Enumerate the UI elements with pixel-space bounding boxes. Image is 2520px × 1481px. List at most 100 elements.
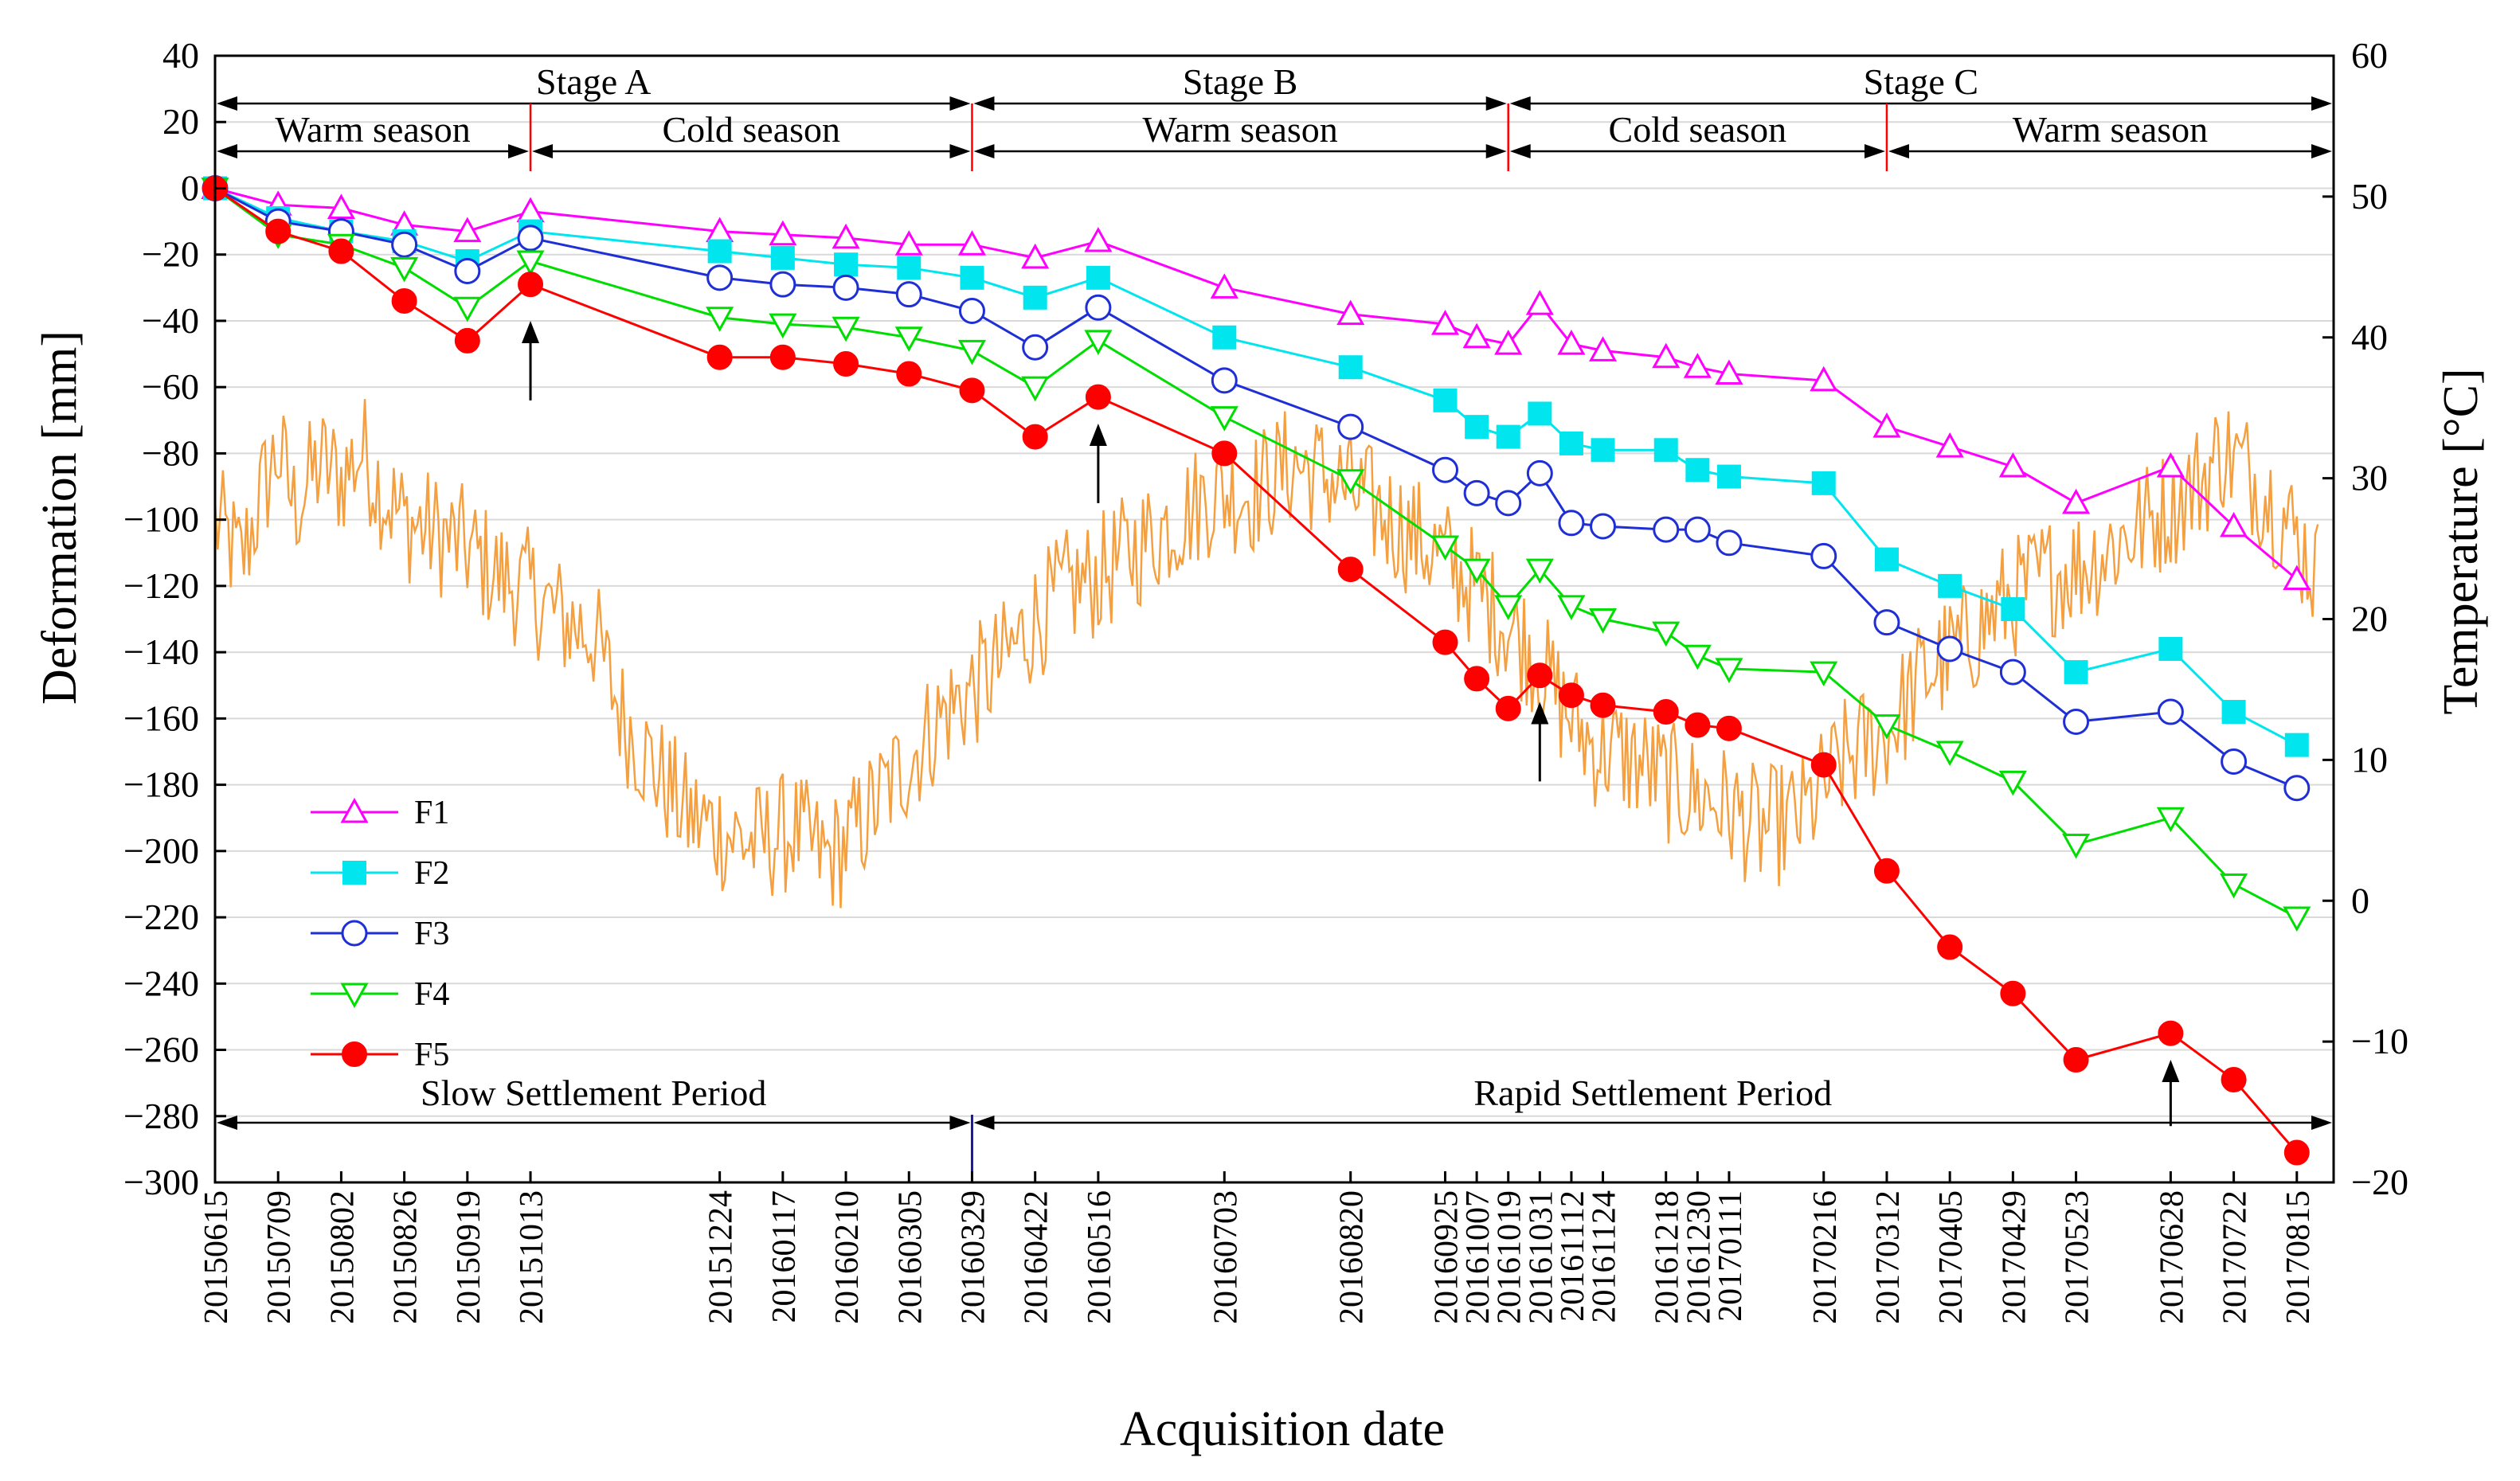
up-arrow	[1531, 701, 1549, 782]
data-point	[2062, 488, 2091, 514]
data-point	[707, 239, 732, 264]
data-point	[832, 316, 860, 342]
data-point	[1810, 661, 1838, 687]
arrow-head-left	[532, 144, 554, 158]
data-point	[1338, 355, 1363, 380]
data-point	[1684, 516, 1711, 543]
x-tick-label: 20151013	[514, 1190, 550, 1324]
x-tick-label: 20160210	[829, 1190, 866, 1324]
y-tick-label: −280	[123, 1096, 199, 1136]
x-tick-label: 20160117	[766, 1190, 803, 1323]
data-point	[1873, 858, 1900, 884]
season-label: Warm season	[2013, 109, 2208, 150]
data-point	[1588, 336, 1618, 361]
y-tick-label: −20	[142, 234, 199, 275]
data-point	[1652, 342, 1681, 369]
data-point	[2284, 733, 2309, 757]
data-point	[1653, 438, 1678, 463]
data-point	[328, 238, 354, 264]
axis-layer: 40200−20−40−60−80−100−120−140−160−180−20…	[123, 35, 2408, 1324]
data-point	[518, 272, 544, 298]
season-arrow	[973, 144, 1507, 158]
data-point	[1337, 413, 1364, 440]
data-point	[770, 245, 795, 270]
y-tick-label: −120	[123, 565, 199, 606]
x-tick-label: 20160516	[1082, 1190, 1118, 1324]
data-point	[1433, 388, 1458, 412]
x-tick-label: 20170429	[1996, 1190, 2033, 1324]
arrow-head-right	[2311, 144, 2332, 158]
x-tick-label: 20161218	[1649, 1190, 1686, 1324]
period-label: Rapid Settlement Period	[1473, 1073, 1832, 1113]
arrow-head-right	[949, 96, 971, 111]
period-arrow	[217, 1116, 971, 1130]
x-tick-label: 20160703	[1207, 1190, 1244, 1324]
x-axis-title: Acquisition date	[1120, 1402, 1445, 1456]
arrow-head-left	[1509, 96, 1531, 111]
x-tick-label: 20170628	[2154, 1190, 2190, 1324]
arrow-head-right	[2311, 1116, 2332, 1130]
x-tick-label: 20160422	[1019, 1190, 1055, 1324]
series-f1	[201, 174, 2311, 591]
y2-tick-label: 20	[2351, 599, 2388, 639]
arrow-head-right	[1485, 96, 1507, 111]
data-point	[1653, 699, 1679, 725]
data-point	[516, 250, 545, 276]
data-point	[1430, 310, 1460, 335]
data-point	[2283, 906, 2311, 932]
season-label: Cold season	[1609, 109, 1787, 150]
data-point	[2000, 980, 2026, 1006]
y-tick-label: −180	[123, 764, 199, 805]
data-point	[1936, 635, 1963, 662]
data-point	[769, 220, 797, 246]
data-point	[1683, 644, 1712, 670]
x-tick-label: 20161031	[1523, 1190, 1559, 1324]
data-point	[897, 256, 922, 280]
data-point	[2221, 748, 2248, 775]
x-tick-label: 20150802	[324, 1190, 361, 1324]
data-point	[2062, 834, 2091, 859]
data-point	[2063, 1047, 2089, 1073]
data-point	[1998, 451, 2027, 478]
data-point	[390, 256, 419, 283]
data-point	[1653, 516, 1680, 543]
legend-item-f4: F4	[311, 976, 449, 1013]
data-point	[2157, 698, 2184, 725]
arrow-head-right	[1864, 144, 1885, 158]
data-point	[454, 327, 480, 354]
data-point	[2001, 597, 2025, 622]
stage-label: Stage A	[536, 61, 651, 102]
data-point	[340, 983, 369, 1009]
arrow-head-right	[2311, 96, 2332, 111]
data-point	[1558, 682, 1584, 709]
data-point	[1559, 431, 1583, 455]
data-point	[1022, 424, 1048, 450]
legend-label: F1	[414, 795, 449, 831]
y-axis-title: Deformation [mm]	[33, 330, 87, 705]
data-point	[706, 344, 733, 370]
stage-arrow	[973, 96, 1507, 111]
season-label: Warm season	[275, 109, 470, 150]
background-layer	[215, 121, 2334, 1117]
data-point	[2156, 807, 2185, 833]
y2-tick-label: 10	[2351, 739, 2388, 780]
y-tick-label: −240	[123, 963, 199, 1003]
x-tick-label: 20161230	[1681, 1190, 1717, 1324]
data-point	[1810, 752, 1837, 778]
legend-item-f2: F2	[311, 855, 449, 892]
y-tick-label: −40	[142, 300, 199, 341]
data-point	[516, 197, 545, 223]
season-arrow	[217, 144, 530, 158]
data-point	[1872, 714, 1901, 740]
y2-tick-label: 30	[2351, 458, 2388, 498]
data-point	[1528, 401, 1552, 426]
up-arrow	[1089, 423, 1107, 503]
data-point	[1084, 226, 1113, 252]
data-point	[769, 344, 796, 370]
data-point	[957, 230, 987, 256]
arrow-head-left	[217, 1116, 237, 1130]
data-point	[342, 861, 366, 885]
arrow-head-left	[973, 96, 995, 111]
data-point	[1496, 424, 1520, 449]
data-point	[1337, 557, 1364, 583]
